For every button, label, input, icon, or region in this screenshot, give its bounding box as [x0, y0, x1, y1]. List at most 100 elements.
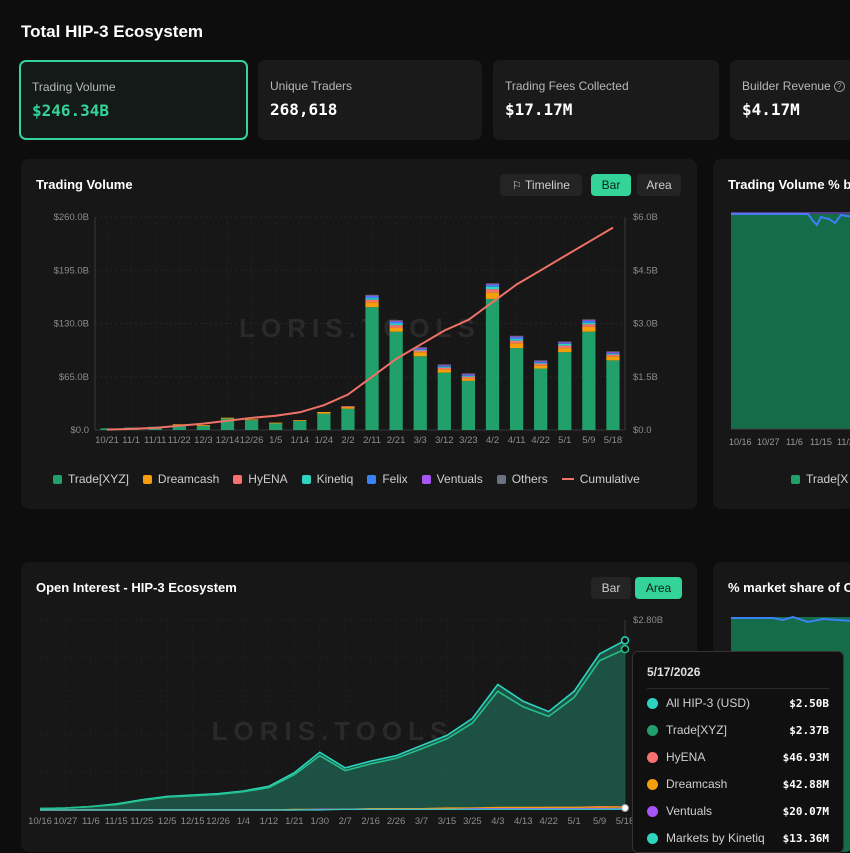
bar-segment [341, 408, 355, 430]
bar-segment [365, 302, 379, 308]
timeline-toggle[interactable]: ⚐ Timeline [500, 174, 582, 196]
bar-segment [558, 348, 572, 353]
tooltip-series-value: $20.07M [782, 804, 829, 818]
bar-segment [461, 378, 476, 381]
volume-share-card: Trading Volume % b 10/16 10/27 11/6 11/1… [713, 159, 850, 509]
x-tick-label: 4/22 [531, 435, 550, 446]
x-tick-label: 12/26 [206, 816, 230, 827]
x-tick-label: 11/15 [105, 816, 128, 827]
bar-toggle[interactable]: Bar [591, 174, 631, 196]
bar-segment [558, 342, 572, 344]
legend-label: Cumulative [579, 472, 640, 486]
bar-segment [172, 425, 186, 430]
hover-marker [620, 644, 630, 654]
bar-segment [509, 348, 524, 430]
bar-segment [341, 406, 355, 408]
bar-segment [365, 299, 379, 303]
watermark: LORIS.TOOLS [212, 716, 454, 746]
timeline-label: Timeline [525, 178, 570, 192]
kpi-trading-volume[interactable]: Trading Volume $246.34B [19, 60, 248, 140]
x-tick-label: 4/11 [508, 435, 526, 446]
x-tick-label: 5/1 [558, 435, 571, 446]
x-tick-label: 4/22 [539, 816, 558, 827]
tooltip-series-name: HyENA [666, 750, 706, 764]
bar-segment [558, 345, 572, 349]
x-tick-label: 2/16 [361, 816, 380, 827]
bar-segment [437, 366, 451, 368]
area-toggle[interactable]: Area [635, 577, 682, 599]
tooltip-dot [647, 697, 658, 709]
legend-item[interactable]: Trade[XYZ] [53, 472, 129, 486]
info-icon[interactable]: ? [833, 81, 845, 92]
share-top-edge [731, 213, 850, 227]
legend-item[interactable]: Kinetiq [301, 472, 354, 486]
area-toggle[interactable]: Area [637, 174, 681, 196]
kpi-trading-fees[interactable]: Trading Fees Collected $17.17M [493, 60, 719, 140]
x-tick-label: 3/25 [463, 816, 482, 827]
bar-segment [558, 343, 572, 346]
legend-swatch [53, 474, 62, 484]
chart-legend: Trade[XYZ] Dreamcash HyENA Kinetiq Felix Vent… [53, 472, 654, 486]
trading-volume-card: Trading Volume ⚐ Timeline Bar Area LORIS… [21, 159, 697, 509]
x-tick-label: 1/4 [237, 816, 250, 827]
x-tick-label: 11/11 [144, 435, 166, 446]
bar-segment [485, 292, 500, 299]
y2-tick-label: $3.0B [633, 319, 658, 330]
legend-item[interactable]: Dreamcash [142, 472, 219, 486]
x-tick-label: 1/12 [260, 816, 279, 827]
x-tick-label: 3/15 [438, 816, 457, 827]
card-title: Trading Volume % b [728, 177, 850, 192]
bar-segment [606, 352, 620, 353]
series-line [39, 648, 626, 810]
legend-item[interactable]: Cumulative [561, 472, 640, 486]
tooltip-dot [647, 724, 658, 736]
bar-segment [365, 298, 379, 300]
x-tick-label: 2/7 [339, 816, 352, 827]
y2-tick-label: $4.5B [633, 265, 658, 276]
bar-segment [413, 352, 427, 357]
legend-item[interactable]: Trade[X [791, 472, 848, 486]
card-title: Trading Volume [36, 177, 133, 192]
tooltip-dot [647, 805, 658, 817]
bar-segment [606, 360, 620, 430]
x-tick-label: 1/14 [291, 435, 310, 446]
x-tick-label: 12/3 [194, 435, 213, 446]
legend-item[interactable]: Felix [367, 472, 408, 486]
bar-segment [413, 349, 427, 351]
legend-label: Trade[X [806, 472, 849, 486]
bar-segment [582, 331, 596, 430]
bar-toggle[interactable]: Bar [591, 577, 631, 599]
tooltip-dot [647, 778, 658, 790]
volume-share-chart: 10/16 10/27 11/6 11/15 11/2 [729, 212, 850, 447]
tooltip-series-name: Ventuals [666, 804, 713, 818]
kpi-unique-traders[interactable]: Unique Traders 268,618 [258, 60, 482, 140]
legend-swatch [233, 474, 243, 484]
bar-segment [437, 369, 451, 373]
legend-item[interactable]: Others [496, 472, 548, 486]
bar-segment [437, 367, 451, 370]
bar-segment [389, 323, 403, 326]
bar-segment [365, 307, 379, 430]
x-tick-label: 1/30 [311, 816, 330, 827]
x-tick-label: 12/5 [158, 816, 177, 827]
bar-segment [413, 356, 427, 430]
x-tick-label: 2/21 [387, 435, 406, 446]
tooltip-row: Trade[XYZ] $2.37B [647, 721, 829, 739]
legend-label: Trade[XYZ] [68, 472, 129, 486]
bar-segment [437, 365, 451, 367]
bar-segment [389, 331, 403, 430]
y2-tick-label: $1.5B [633, 372, 658, 383]
kpi-builder-revenue[interactable]: Builder Revenue? $4.17M [730, 60, 850, 140]
legend-item[interactable]: Ventuals [421, 472, 483, 486]
bar-segment [172, 424, 186, 426]
bar-segment [485, 286, 500, 290]
bar-segment [534, 360, 548, 362]
bar-segment [220, 417, 235, 419]
bar-segment [582, 319, 596, 321]
legend-item[interactable]: HyENA [233, 472, 288, 486]
legend-label: Kinetiq [316, 472, 354, 486]
bar-segment [606, 351, 620, 353]
bar-segment [317, 413, 331, 430]
bar-segment [461, 380, 476, 430]
y-tick-label: $130.0B [54, 319, 89, 330]
